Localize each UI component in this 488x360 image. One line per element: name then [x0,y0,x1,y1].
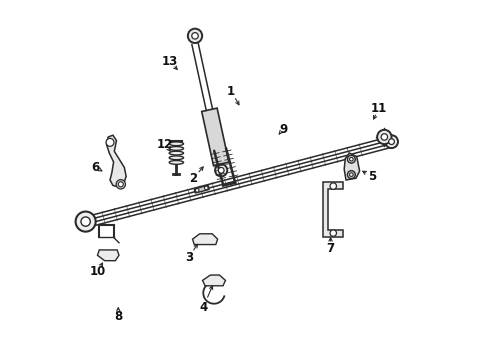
Text: 6: 6 [91,161,100,174]
Text: 9: 9 [279,122,287,136]
Polygon shape [106,135,126,187]
Circle shape [106,138,114,146]
Polygon shape [344,153,359,180]
Polygon shape [201,108,228,166]
Polygon shape [192,234,217,244]
Text: 11: 11 [370,102,386,115]
Text: 2: 2 [189,172,197,185]
Circle shape [76,212,96,231]
Circle shape [118,182,123,187]
Circle shape [116,180,125,189]
Circle shape [346,171,355,179]
Circle shape [329,230,336,236]
Text: 13: 13 [162,55,178,68]
Circle shape [346,155,355,163]
Text: 4: 4 [199,301,207,314]
Text: 3: 3 [184,251,193,264]
Circle shape [195,189,199,192]
Circle shape [215,164,227,176]
Ellipse shape [169,161,183,164]
Text: 10: 10 [89,265,105,278]
Text: 7: 7 [326,242,334,255]
Text: 5: 5 [367,170,375,183]
Circle shape [218,167,224,173]
Circle shape [349,157,352,161]
Polygon shape [194,185,209,193]
Circle shape [204,186,207,190]
Text: 12: 12 [157,138,173,150]
Circle shape [388,139,394,144]
Polygon shape [323,182,343,237]
Circle shape [329,183,336,189]
Circle shape [187,29,202,43]
Ellipse shape [169,142,183,146]
Ellipse shape [169,147,183,150]
Circle shape [349,173,352,176]
Ellipse shape [169,151,183,155]
Circle shape [191,33,198,39]
Circle shape [376,130,391,144]
Circle shape [81,217,90,226]
Circle shape [380,134,387,140]
Circle shape [384,135,397,148]
Polygon shape [97,250,119,261]
Text: 8: 8 [114,310,122,323]
Polygon shape [202,275,225,286]
Ellipse shape [169,156,183,159]
Text: 1: 1 [227,85,235,98]
